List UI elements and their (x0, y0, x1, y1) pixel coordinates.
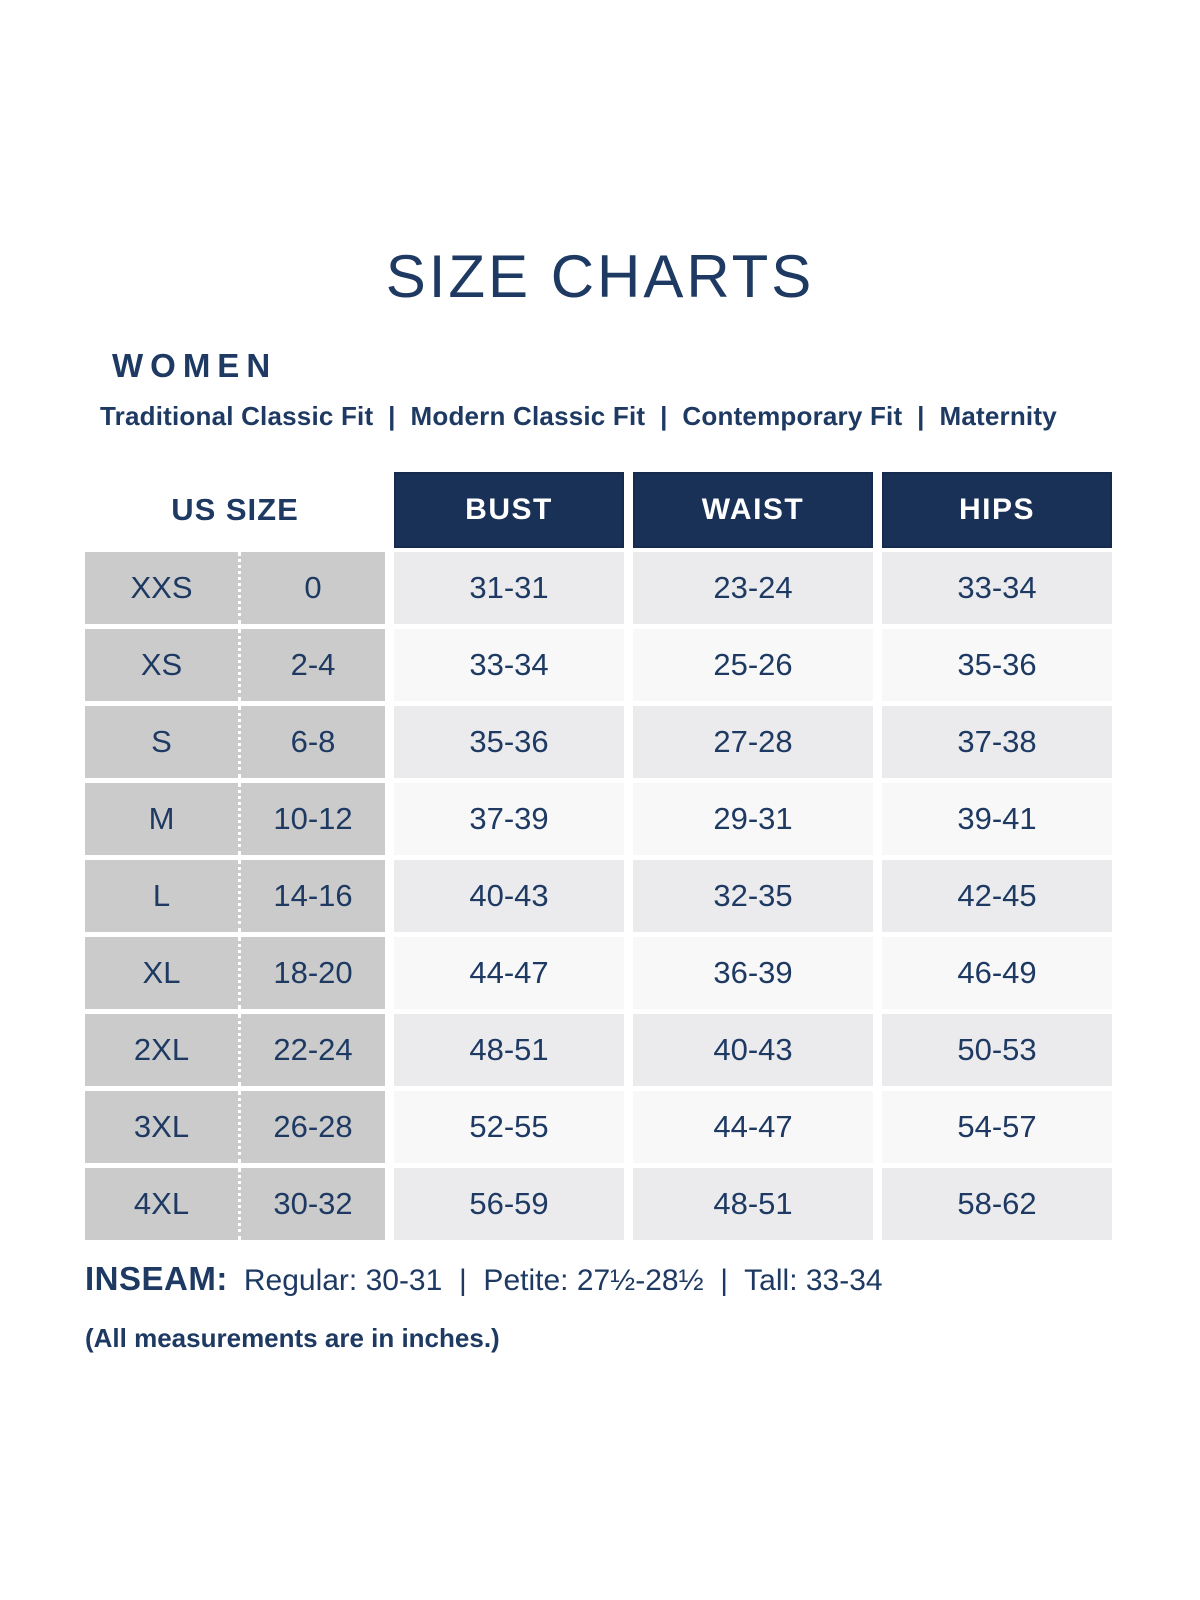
hips-cell: 37-38 (882, 706, 1112, 778)
us-size-cell: 6-8 (238, 706, 385, 778)
bust-cell: 52-55 (394, 1091, 624, 1163)
waist-cell: 27-28 (633, 706, 873, 778)
bust-cell: 48-51 (394, 1014, 624, 1086)
us-size-cell: 22-24 (238, 1014, 385, 1086)
measurements-note: (All measurements are in inches.) (85, 1323, 500, 1353)
us-size-column-header: US SIZE (85, 472, 385, 548)
waist-cell: 44-47 (633, 1091, 873, 1163)
waist-cell: 36-39 (633, 937, 873, 1009)
size-cell: S (85, 706, 238, 778)
hips-cell: 50-53 (882, 1014, 1112, 1086)
table-row-s: S 6-8 35-36 27-28 37-38 (85, 706, 1112, 778)
fit-types-line: Traditional Classic Fit | Modern Classic… (100, 401, 1057, 431)
size-cell: XXS (85, 552, 238, 624)
waist-cell: 40-43 (633, 1014, 873, 1086)
table-row-4xl: 4XL 30-32 56-59 48-51 58-62 (85, 1168, 1112, 1240)
table-row-m: M 10-12 37-39 29-31 39-41 (85, 783, 1112, 855)
hips-cell: 58-62 (882, 1168, 1112, 1240)
table-row-3xl: 3XL 26-28 52-55 44-47 54-57 (85, 1091, 1112, 1163)
women-section-heading: WOMEN (112, 347, 278, 384)
hips-cell: 39-41 (882, 783, 1112, 855)
us-size-cell: 26-28 (238, 1091, 385, 1163)
us-size-cell: 18-20 (238, 937, 385, 1009)
size-cell: XL (85, 937, 238, 1009)
bust-cell: 44-47 (394, 937, 624, 1009)
bust-cell: 56-59 (394, 1168, 624, 1240)
size-cell: 4XL (85, 1168, 238, 1240)
inseam-label: INSEAM: (85, 1260, 228, 1297)
us-size-cell: 10-12 (238, 783, 385, 855)
hips-cell: 35-36 (882, 629, 1112, 701)
size-cell: XS (85, 629, 238, 701)
waist-cell: 25-26 (633, 629, 873, 701)
bust-cell: 37-39 (394, 783, 624, 855)
size-cell: L (85, 860, 238, 932)
waist-column-header: WAIST (633, 472, 873, 548)
inseam-values: Regular: 30-31 | Petite: 27½-28½ | Tall:… (243, 1264, 883, 1297)
waist-cell: 48-51 (633, 1168, 873, 1240)
hips-cell: 54-57 (882, 1091, 1112, 1163)
bust-cell: 40-43 (394, 860, 624, 932)
hips-cell: 42-45 (882, 860, 1112, 932)
table-row-2xl: 2XL 22-24 48-51 40-43 50-53 (85, 1014, 1112, 1086)
women-size-table: US SIZE BUST WAIST HIPS XXS 0 31-31 23-24 33-3… (85, 472, 1112, 1245)
bust-column-header: BUST (394, 472, 624, 548)
table-row-xl: XL 18-20 44-47 36-39 46-49 (85, 937, 1112, 1009)
table-row-xxs: XXS 0 31-31 23-24 33-34 (85, 552, 1112, 624)
inseam-line: INSEAM: Regular: 30-31 | Petite: 27½-28½… (85, 1260, 883, 1298)
bust-cell: 31-31 (394, 552, 624, 624)
hips-column-header: HIPS (882, 472, 1112, 548)
size-cell: 3XL (85, 1091, 238, 1163)
waist-cell: 29-31 (633, 783, 873, 855)
page-title: SIZE CHARTS (385, 243, 815, 310)
bust-cell: 33-34 (394, 629, 624, 701)
hips-cell: 33-34 (882, 552, 1112, 624)
bust-cell: 35-36 (394, 706, 624, 778)
hips-cell: 46-49 (882, 937, 1112, 1009)
us-size-cell: 0 (238, 552, 385, 624)
waist-cell: 23-24 (633, 552, 873, 624)
table-row-xs: XS 2-4 33-34 25-26 35-36 (85, 629, 1112, 701)
us-size-cell: 30-32 (238, 1168, 385, 1240)
table-row-l: L 14-16 40-43 32-35 42-45 (85, 860, 1112, 932)
table-body: XXS 0 31-31 23-24 33-34 XS 2-4 33-34 25-26 35-36 S… (85, 552, 1112, 1240)
us-size-cell: 2-4 (238, 629, 385, 701)
size-cell: 2XL (85, 1014, 238, 1086)
us-size-cell: 14-16 (238, 860, 385, 932)
waist-cell: 32-35 (633, 860, 873, 932)
table-header-row: US SIZE BUST WAIST HIPS (85, 472, 1112, 548)
size-cell: M (85, 783, 238, 855)
